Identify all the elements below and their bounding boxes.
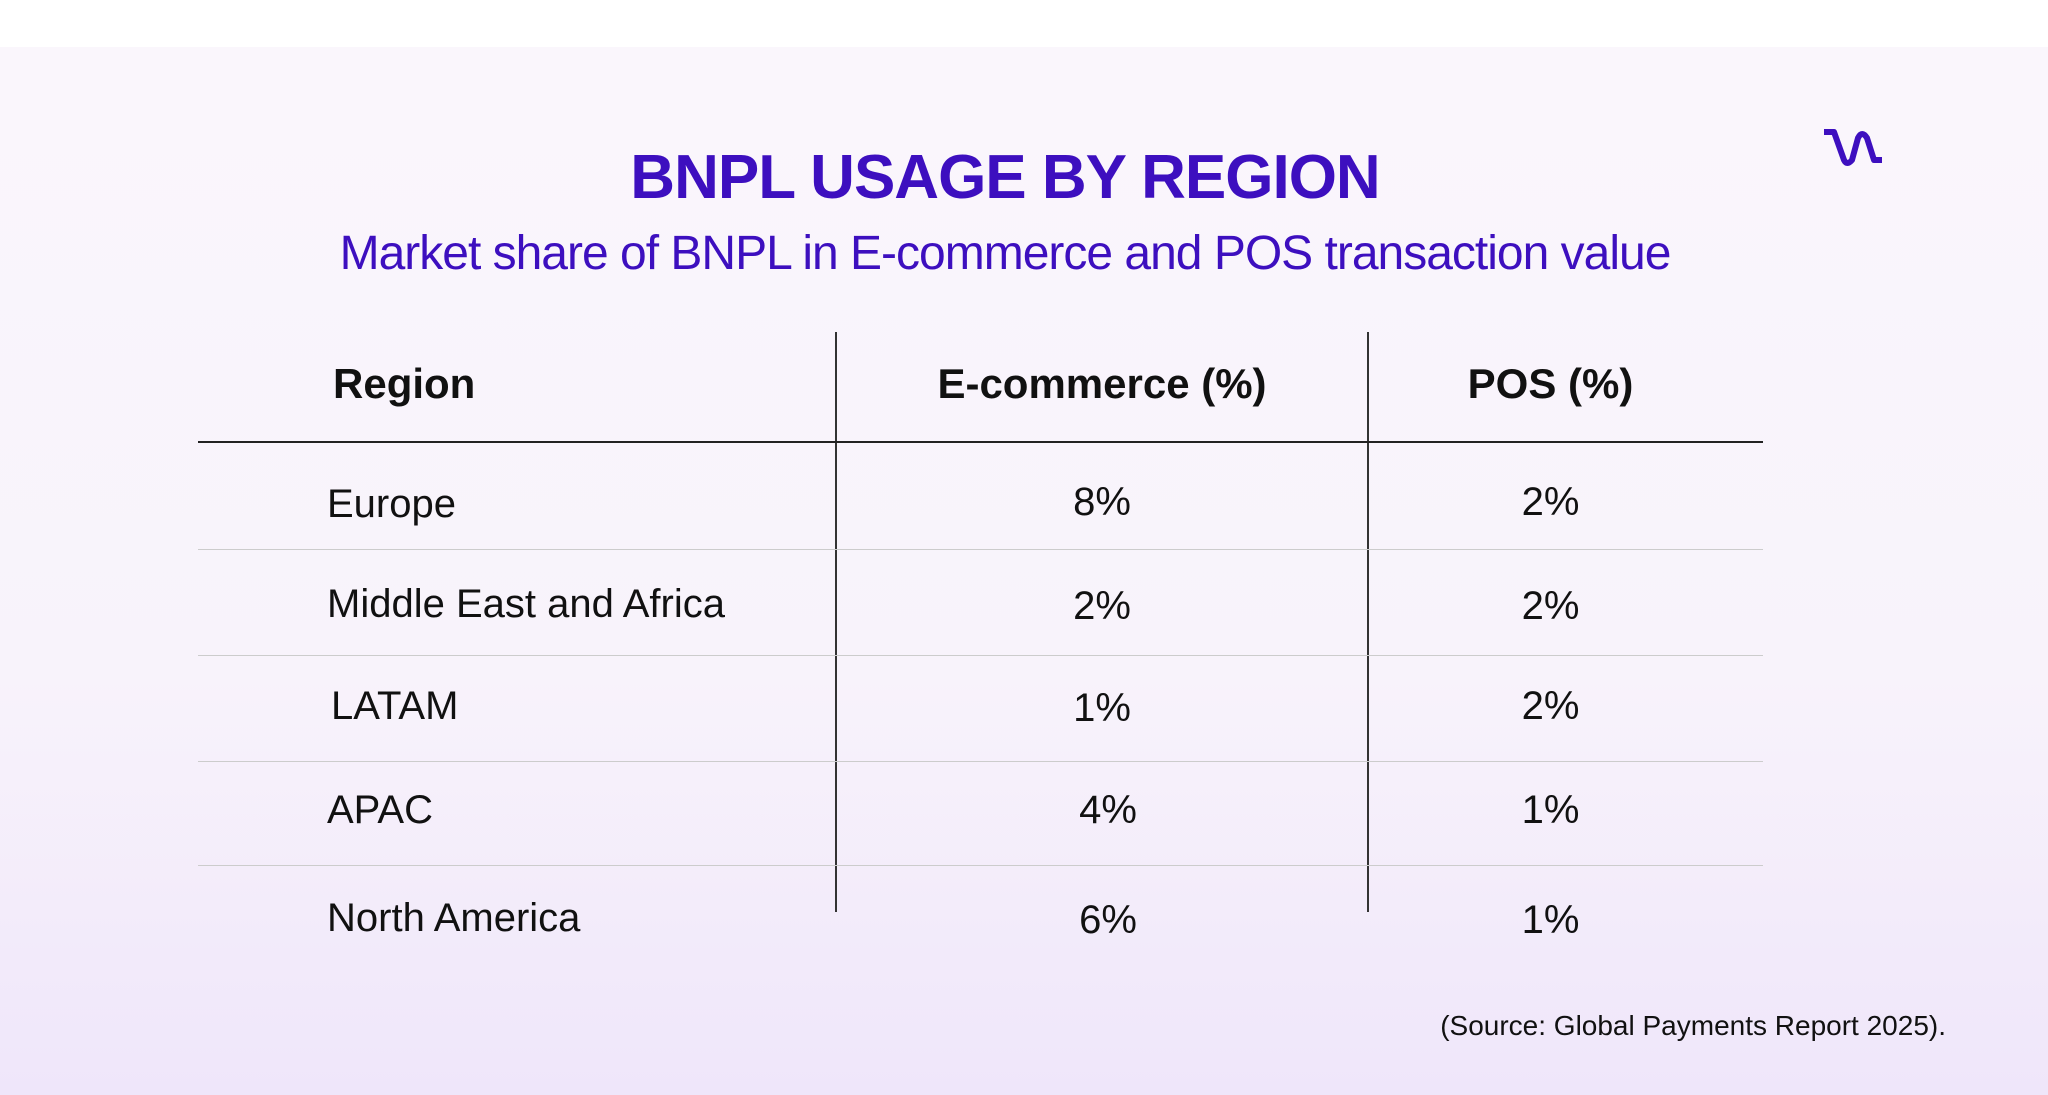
region-cell: North America <box>327 896 581 940</box>
region-cell: APAC <box>327 788 433 832</box>
region-cell: Middle East and Africa <box>327 582 725 626</box>
row-divider <box>198 865 1763 866</box>
region-cell: Europe <box>327 482 456 526</box>
ecommerce-cell: 4% <box>1079 788 1137 832</box>
column-divider <box>835 332 837 912</box>
row-divider <box>198 655 1763 656</box>
region-cell: LATAM <box>331 684 459 728</box>
ecommerce-cell: 1% <box>1073 686 1131 730</box>
column-divider <box>1367 332 1369 912</box>
ecommerce-cell: 6% <box>1079 898 1137 942</box>
ecommerce-cell: 8% <box>1073 480 1131 524</box>
header-region: Region <box>333 360 476 407</box>
row-divider <box>198 549 1763 550</box>
pos-cell: 2% <box>1521 584 1580 628</box>
header-pos: POS (%) <box>1467 360 1634 407</box>
page-title: BNPL USAGE BY REGION <box>630 143 1380 212</box>
header-ecommerce: E-commerce (%) <box>937 360 1267 407</box>
row-divider <box>198 761 1763 762</box>
pos-cell: 1% <box>1521 788 1580 832</box>
pos-cell: 2% <box>1521 480 1580 524</box>
ecommerce-cell: 2% <box>1073 584 1131 628</box>
wave-logo-icon <box>1824 129 1882 166</box>
page-subtitle: Market share of BNPL in E-commerce and P… <box>339 227 1672 280</box>
pos-cell: 1% <box>1521 898 1580 942</box>
infographic-card <box>0 47 2048 1095</box>
pos-cell: 2% <box>1521 684 1580 728</box>
source-note: (Source: Global Payments Report 2025). <box>1440 1010 1946 1041</box>
header-divider <box>198 441 1763 443</box>
